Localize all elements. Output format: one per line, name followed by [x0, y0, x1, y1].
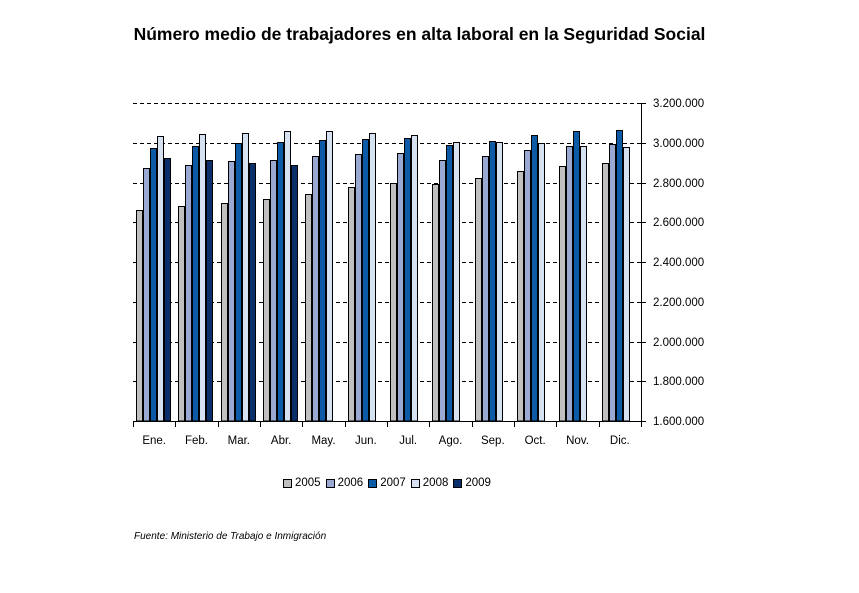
bar-2006-4 — [270, 160, 277, 422]
bar-2006-12 — [609, 144, 616, 422]
bar-2008-5 — [326, 131, 333, 422]
bar-2006-9 — [482, 156, 489, 422]
bar-2009-1 — [164, 158, 171, 422]
x-tick-labels: Ene. Feb. Mar. Abr. May. Jun. Jul. Ago. Sep. Oct.… — [142, 435, 629, 447]
x-tick-label: Abr. — [271, 435, 291, 447]
x-tick-label: Jun. — [355, 435, 377, 447]
bar-2007-9 — [489, 141, 496, 422]
bar-2005-10 — [517, 171, 524, 422]
y-tick-label: 2.000.000 — [653, 337, 704, 349]
bar-2007-10 — [531, 135, 538, 422]
y-tick-label: 1.600.000 — [653, 416, 704, 428]
y-tick-label: 2.800.000 — [653, 178, 704, 190]
legend-swatch — [283, 478, 292, 488]
bar-2008-2 — [199, 134, 206, 422]
bar-2008-3 — [242, 133, 249, 422]
bar-2005-9 — [475, 178, 482, 422]
bar-2007-4 — [277, 142, 284, 422]
bar-2006-2 — [185, 165, 192, 422]
bar-2007-2 — [192, 146, 199, 422]
bar-2007-12 — [616, 130, 623, 422]
legend-label: 2008 — [422, 477, 449, 489]
x-tick-label: Feb. — [185, 435, 208, 447]
bar-2005-12 — [602, 163, 609, 422]
legend-swatch — [325, 478, 335, 488]
axes — [133, 103, 646, 427]
y-tick-label: 2.200.000 — [653, 297, 704, 309]
bar-2009-4 — [291, 165, 298, 422]
bar-2005-11 — [559, 166, 566, 422]
x-tick-label: Nov. — [566, 435, 589, 447]
bar-2007-6 — [362, 139, 369, 422]
bar-2006-3 — [228, 161, 235, 422]
bar-2006-7 — [397, 153, 404, 422]
legend-swatch — [453, 478, 463, 488]
bar-2005-2 — [178, 206, 185, 422]
legend-swatch — [410, 478, 420, 488]
bar-2007-8 — [446, 145, 453, 422]
bar-2009-2 — [206, 160, 213, 422]
legend-item-2008: 2008 — [410, 477, 449, 489]
bar-2008-6 — [369, 133, 376, 422]
bar-2007-5 — [319, 140, 326, 422]
x-tick-label: Mar. — [228, 435, 250, 447]
bar-2005-4 — [263, 199, 270, 422]
source-note: Fuente: Ministerio de Trabajo e Inmigrac… — [134, 531, 327, 542]
bar-2008-12 — [623, 147, 630, 422]
bar-2008-10 — [538, 143, 545, 422]
bar-2006-1 — [143, 168, 150, 422]
legend-item-2006: 2006 — [325, 477, 364, 489]
x-tick-label: Dic. — [610, 435, 630, 447]
legend-label: 2005 — [295, 477, 321, 489]
bar-2008-8 — [453, 142, 460, 422]
bar-2008-9 — [496, 142, 503, 422]
bar-2006-6 — [355, 154, 362, 422]
bar-2005-7 — [390, 183, 397, 422]
bar-2007-1 — [150, 148, 157, 422]
bar-2005-1 — [136, 210, 143, 422]
bar-2007-3 — [235, 143, 242, 422]
legend-swatch — [368, 478, 378, 488]
gridlines — [133, 103, 641, 382]
bar-2005-8 — [432, 184, 439, 422]
bar-2008-4 — [284, 131, 291, 422]
bar-2005-3 — [221, 203, 228, 422]
bar-2006-5 — [312, 156, 319, 422]
x-tick-label: Jul. — [399, 435, 417, 447]
legend-item-2005: 2005 — [283, 477, 321, 489]
y-tick-label: 3.200.000 — [653, 98, 704, 110]
legend: 2005 2006 2007 2008 2009 — [283, 476, 496, 490]
bar-2005-5 — [305, 194, 312, 422]
x-tick-label: Oct. — [525, 435, 546, 447]
legend-label: 2006 — [337, 477, 364, 489]
x-tick-label: Ene. — [142, 435, 166, 447]
y-tick-label: 2.600.000 — [653, 217, 704, 229]
y-tick-labels: 1.600.000 1.800.000 2.000.000 2.200.000 2.40… — [653, 98, 704, 428]
legend-item-2007: 2007 — [368, 477, 406, 489]
x-tick-label: Sep. — [481, 435, 505, 447]
bars — [136, 130, 630, 422]
chart-title: Número medio de trabajadores en alta lab… — [133, 24, 706, 44]
legend-label: 2007 — [380, 477, 406, 489]
bar-2007-11 — [573, 131, 580, 422]
bar-2008-1 — [157, 136, 164, 422]
bar-2006-11 — [566, 146, 573, 422]
bar-2008-11 — [580, 146, 587, 422]
x-tick-label: Ago. — [439, 435, 463, 447]
legend-label: 2009 — [465, 477, 491, 489]
y-tick-label: 3.000.000 — [653, 138, 704, 150]
legend-item-2009: 2009 — [453, 477, 491, 489]
x-tick-label: May. — [311, 435, 335, 447]
bar-2007-7 — [404, 138, 411, 422]
bar-2008-7 — [411, 135, 418, 422]
y-tick-label: 1.800.000 — [653, 376, 704, 388]
y-tick-label: 2.400.000 — [653, 257, 704, 269]
bar-2006-10 — [524, 150, 531, 422]
bar-2009-3 — [249, 163, 256, 422]
bar-2005-6 — [348, 187, 355, 422]
bar-2006-8 — [439, 160, 446, 422]
